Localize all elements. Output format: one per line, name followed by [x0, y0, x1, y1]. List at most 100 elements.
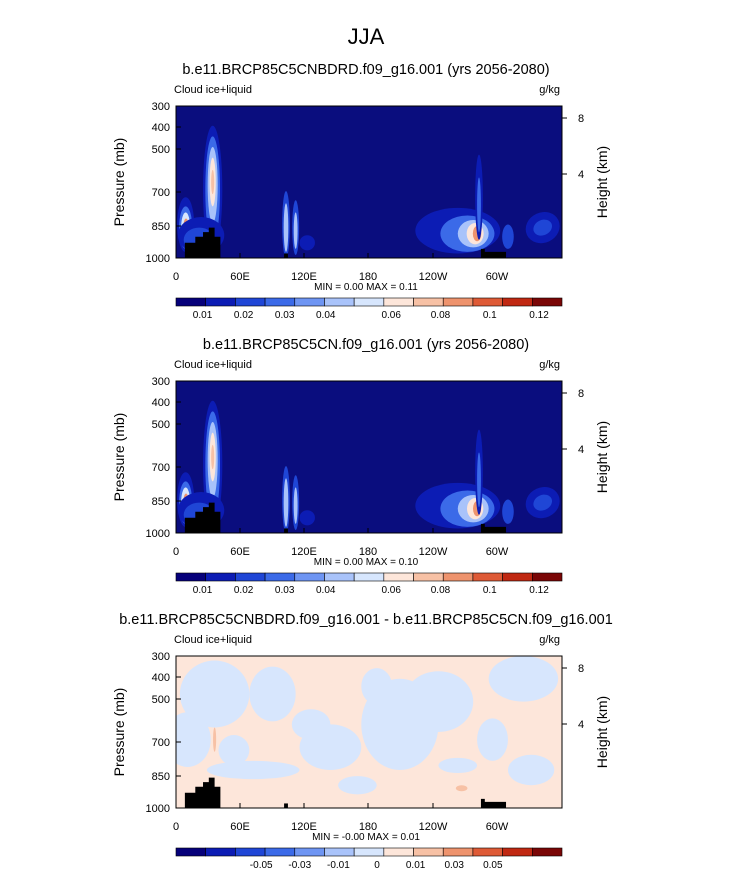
colorbar-label: 0.04 — [316, 585, 336, 596]
colorbar-label: 0.01 — [193, 310, 213, 321]
panel-title: b.e11.BRCP85C5CNBDRD.f09_g16.001 - b.e11… — [119, 612, 613, 628]
y-tick-label: 1000 — [146, 253, 170, 265]
colorbar-label: 0.06 — [381, 310, 401, 321]
contour-blob — [507, 754, 555, 786]
colorbar-swatch — [413, 297, 444, 307]
chart-panel-3: b.e11.BRCP85C5CNBDRD.f09_g16.001 - b.e11… — [111, 612, 613, 871]
plot-frame — [175, 105, 563, 259]
colorbar-swatch — [175, 297, 206, 307]
colorbar: -0.05 -0.03 -0.01 0 0.01 0.03 0.05 — [175, 847, 563, 871]
colorbar-swatch — [502, 297, 533, 307]
colorbar-label: -0.01 — [327, 860, 350, 871]
colorbar-swatch — [205, 297, 236, 307]
panel-title: b.e11.BRCP85C5CN.f09_g16.001 (yrs 2056-2… — [203, 337, 529, 353]
colorbar-swatch — [502, 847, 533, 857]
colorbar-swatch — [294, 847, 325, 857]
colorbar: 0.01 0.02 0.03 0.04 0.06 0.08 0.1 0.12 — [175, 297, 563, 321]
y-tick-label: 700 — [152, 737, 170, 749]
contour-blob — [176, 712, 211, 767]
colorbar-swatch — [324, 572, 355, 582]
y-tick-label: 850 — [152, 221, 170, 233]
panel-title: b.e11.BRCP85C5CNBDRD.f09_g16.001 (yrs 20… — [182, 62, 549, 78]
topography-africa — [184, 227, 221, 258]
topography-andes — [480, 523, 507, 533]
contour-blob — [218, 735, 250, 766]
contour-blob — [438, 757, 478, 774]
plot-frame — [175, 380, 563, 534]
x-tick-label: 60W — [486, 271, 509, 283]
colorbar-swatch — [472, 847, 503, 857]
colorbar-swatch — [324, 297, 355, 307]
topography-andes — [480, 248, 507, 258]
variable-label: Cloud ice+liquid — [174, 359, 252, 371]
x-tick-label: 120E — [291, 821, 317, 833]
colorbar-swatch — [442, 847, 474, 857]
topography — [284, 528, 288, 533]
colorbar-label: 0.12 — [529, 310, 549, 321]
y2-tick-label: 4 — [578, 444, 584, 456]
contour-blob — [533, 219, 553, 236]
colorbar-label: -0.03 — [288, 860, 311, 871]
y-axis-label: Pressure (mb) — [111, 688, 127, 777]
colorbar-swatch — [413, 572, 444, 582]
contour-blob — [291, 709, 331, 740]
colorbar-label: 0.1 — [483, 585, 497, 596]
colorbar-swatch — [175, 572, 206, 582]
x-tick-label: 60W — [486, 546, 509, 558]
contour-field — [176, 106, 562, 258]
colorbar-label: 0.03 — [275, 310, 295, 321]
units-label: g/kg — [539, 84, 560, 96]
x-tick-label: 120W — [419, 821, 448, 833]
contour-blob — [403, 671, 474, 732]
colorbar-swatch — [353, 297, 385, 307]
contour-field — [176, 381, 562, 533]
contour-blob — [488, 656, 559, 702]
y2-tick-label: 8 — [578, 113, 584, 125]
contour-blob — [502, 499, 514, 524]
y2-axis-label: Height (km) — [594, 146, 610, 218]
colorbar-swatch — [235, 847, 266, 857]
y-tick-label: 500 — [152, 144, 170, 156]
contour-blob — [477, 452, 481, 508]
units-label: g/kg — [539, 359, 560, 371]
y2-tick-label: 4 — [578, 719, 584, 731]
x-tick-label: 180 — [359, 821, 377, 833]
colorbar-swatch — [502, 572, 533, 582]
x-tick-label: 180 — [359, 546, 377, 558]
x-tick-label: 60E — [230, 821, 250, 833]
x-tick-label: 60W — [486, 821, 509, 833]
colorbar-label: 0.08 — [431, 310, 451, 321]
colorbar-label: 0.03 — [275, 585, 295, 596]
min-max-label: MIN = 0.00 MAX = 0.10 — [314, 557, 419, 568]
colorbar-swatch — [175, 847, 206, 857]
x-tick-label: 0 — [173, 821, 179, 833]
colorbar-label: 0.08 — [431, 585, 451, 596]
colorbar-swatch — [324, 847, 355, 857]
topography — [284, 803, 288, 808]
negative-anomaly — [179, 660, 250, 728]
colorbar-swatch — [413, 847, 444, 857]
contour-blob — [477, 718, 508, 761]
contour-blob — [361, 668, 393, 705]
colorbar-swatch — [472, 572, 503, 582]
y-tick-label: 1000 — [146, 528, 170, 540]
colorbar-swatch — [205, 572, 236, 582]
y-axis-label: Pressure (mb) — [111, 138, 127, 227]
variable-label: Cloud ice+liquid — [174, 634, 252, 646]
colorbar-swatch — [532, 847, 563, 857]
colorbar-label: 0.03 — [444, 860, 464, 871]
colorbar-label: 0.06 — [381, 585, 401, 596]
colorbar-label: 0.1 — [483, 310, 497, 321]
colorbar-swatch — [264, 847, 296, 857]
x-tick-label: 60E — [230, 271, 250, 283]
y2-axis-label: Height (km) — [594, 421, 610, 493]
x-tick-label: 120W — [419, 271, 448, 283]
contour-blob — [477, 177, 481, 233]
contour-blob — [211, 444, 215, 470]
y-tick-label: 300 — [152, 376, 170, 388]
y-tick-label: 500 — [152, 419, 170, 431]
colorbar-swatch — [294, 572, 325, 582]
y-tick-label: 1000 — [146, 803, 170, 815]
